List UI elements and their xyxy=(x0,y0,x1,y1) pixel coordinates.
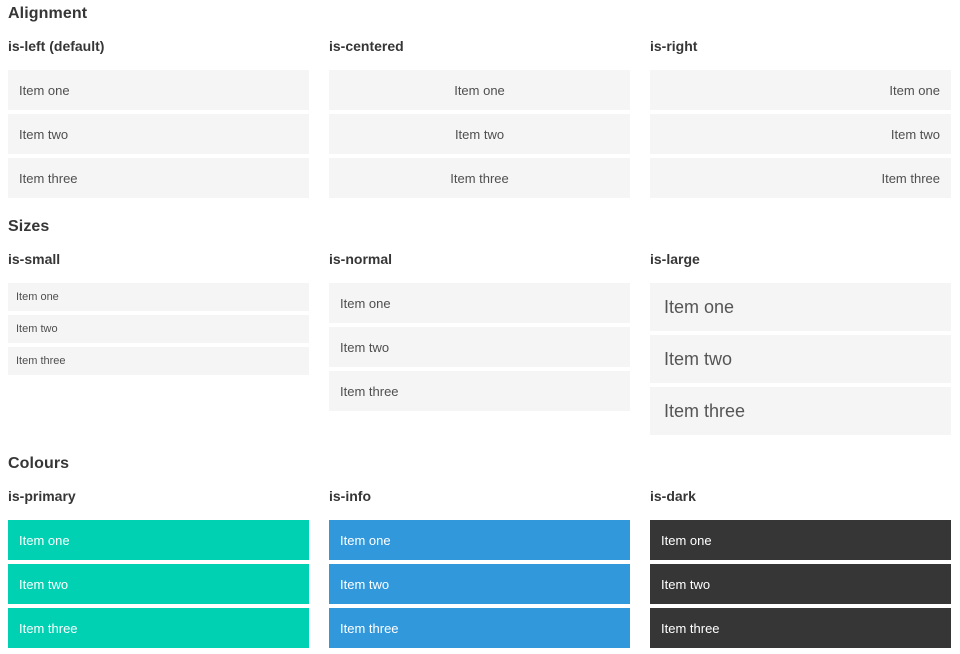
list-is-primary: Item one Item two Item three xyxy=(8,520,309,648)
list-is-left: Item one Item two Item three xyxy=(8,70,309,198)
list-item[interactable]: Item two xyxy=(329,327,630,367)
group-label-is-right: is-right xyxy=(650,38,698,54)
list-item[interactable]: Item two xyxy=(650,335,951,383)
list-is-right: Item one Item two Item three xyxy=(650,70,951,198)
group-is-info: is-info Item one Item two Item three xyxy=(329,487,630,648)
list-item[interactable]: Item three xyxy=(650,387,951,435)
section-colours: Colours is-primary Item one Item two Ite… xyxy=(8,454,951,648)
section-sizes: Sizes is-small Item one Item two Item th… xyxy=(8,217,951,435)
list-item[interactable]: Item one xyxy=(650,283,951,331)
section-title-sizes: Sizes xyxy=(8,218,50,235)
list-item[interactable]: Item two xyxy=(650,114,951,154)
group-is-small: is-small Item one Item two Item three xyxy=(8,250,309,435)
list-item[interactable]: Item three xyxy=(329,608,630,648)
section-title-colours: Colours xyxy=(8,455,70,472)
list-item[interactable]: Item one xyxy=(329,283,630,323)
group-is-normal: is-normal Item one Item two Item three xyxy=(329,250,630,435)
list-item[interactable]: Item three xyxy=(8,608,309,648)
list-item[interactable]: Item one xyxy=(8,70,309,110)
group-label-is-left: is-left (default) xyxy=(8,38,105,54)
list-item[interactable]: Item three xyxy=(8,158,309,198)
list-item[interactable]: Item one xyxy=(650,70,951,110)
list-is-normal: Item one Item two Item three xyxy=(329,283,630,411)
group-is-large: is-large Item one Item two Item three xyxy=(650,250,951,435)
list-item[interactable]: Item three xyxy=(329,371,630,411)
alignment-groups: is-left (default) Item one Item two Item… xyxy=(8,37,951,198)
group-label-is-info: is-info xyxy=(329,488,371,504)
group-label-is-normal: is-normal xyxy=(329,251,393,267)
group-is-right: is-right Item one Item two Item three xyxy=(650,37,951,198)
list-is-dark: Item one Item two Item three xyxy=(650,520,951,648)
list-item[interactable]: Item two xyxy=(8,315,309,343)
group-is-centered: is-centered Item one Item two Item three xyxy=(329,37,630,198)
list-item[interactable]: Item three xyxy=(650,608,951,648)
list-item[interactable]: Item two xyxy=(329,114,630,154)
group-label-is-large: is-large xyxy=(650,251,700,267)
list-item[interactable]: Item three xyxy=(650,158,951,198)
list-is-centered: Item one Item two Item three xyxy=(329,70,630,198)
list-item[interactable]: Item three xyxy=(329,158,630,198)
group-label-is-dark: is-dark xyxy=(650,488,696,504)
list-item[interactable]: Item one xyxy=(8,283,309,311)
list-item[interactable]: Item one xyxy=(329,70,630,110)
list-item[interactable]: Item two xyxy=(650,564,951,604)
list-is-info: Item one Item two Item three xyxy=(329,520,630,648)
group-label-is-centered: is-centered xyxy=(329,38,404,54)
page: Alignment is-left (default) Item one Ite… xyxy=(8,4,951,648)
list-item[interactable]: Item one xyxy=(650,520,951,560)
list-item[interactable]: Item two xyxy=(8,114,309,154)
colours-groups: is-primary Item one Item two Item three … xyxy=(8,487,951,648)
group-is-dark: is-dark Item one Item two Item three xyxy=(650,487,951,648)
section-title-alignment: Alignment xyxy=(8,5,88,22)
list-item[interactable]: Item one xyxy=(329,520,630,560)
list-item[interactable]: Item three xyxy=(8,347,309,375)
group-label-is-small: is-small xyxy=(8,251,61,267)
section-alignment: Alignment is-left (default) Item one Ite… xyxy=(8,4,951,198)
list-is-small: Item one Item two Item three xyxy=(8,283,309,375)
list-is-large: Item one Item two Item three xyxy=(650,283,951,435)
group-is-primary: is-primary Item one Item two Item three xyxy=(8,487,309,648)
group-is-left: is-left (default) Item one Item two Item… xyxy=(8,37,309,198)
list-item[interactable]: Item one xyxy=(8,520,309,560)
list-item[interactable]: Item two xyxy=(8,564,309,604)
list-item[interactable]: Item two xyxy=(329,564,630,604)
group-label-is-primary: is-primary xyxy=(8,488,76,504)
sizes-groups: is-small Item one Item two Item three is… xyxy=(8,250,951,435)
